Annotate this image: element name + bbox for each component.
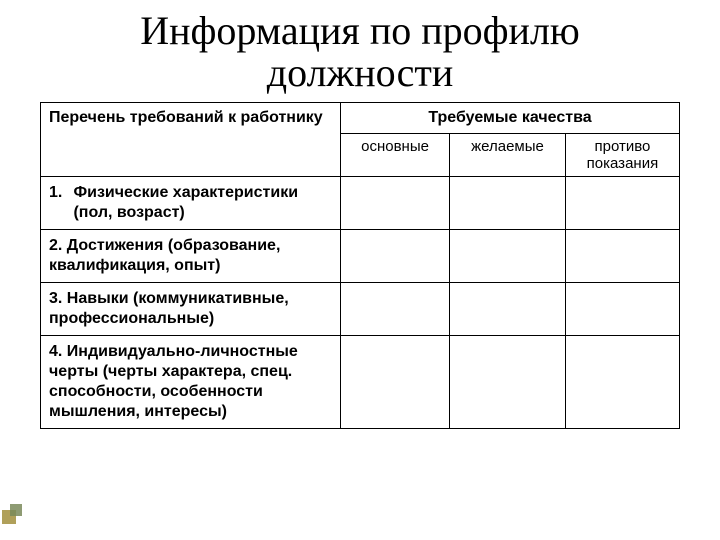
table-row: 1. Физические характеристики (пол, возра… — [41, 177, 680, 230]
subheader-desired: желаемые — [450, 134, 566, 177]
row-number: 2. — [49, 237, 62, 254]
cell-desired — [450, 230, 566, 283]
cell-contra — [565, 336, 679, 429]
cell-contra — [565, 177, 679, 230]
cell-main — [341, 177, 450, 230]
title-line-1: Информация по профилю — [0, 10, 720, 52]
cell-main — [341, 283, 450, 336]
table-header-row: Перечень требований к работнику Требуемы… — [41, 103, 680, 134]
cell-main — [341, 336, 450, 429]
table-row: 3. Навыки (коммуникативные, профессионал… — [41, 283, 680, 336]
slide-accent-icon — [0, 502, 24, 526]
table-row: 4. Индивидуально-личностные черты (черты… — [41, 336, 680, 429]
requirement-cell: 2. Достижения (образование, квалификация… — [41, 230, 341, 283]
header-requirements: Перечень требований к работнику — [41, 103, 341, 177]
cell-desired — [450, 283, 566, 336]
profile-table: Перечень требований к работнику Требуемы… — [40, 102, 680, 429]
row-text: Достижения (образование, квалификация, о… — [49, 237, 280, 274]
requirement-cell: 4. Индивидуально-личностные черты (черты… — [41, 336, 341, 429]
cell-contra — [565, 230, 679, 283]
title-line-2: должности — [0, 52, 720, 94]
header-qualities-group: Требуемые качества — [341, 103, 680, 134]
subheader-contra: противо показания — [565, 134, 679, 177]
row-number: 4. — [49, 343, 62, 360]
row-number: 3. — [49, 290, 62, 307]
subheader-main: основные — [341, 134, 450, 177]
row-text: Индивидуально-личностные черты (черты ха… — [49, 343, 298, 420]
row-text: Навыки (коммуникативные, профессиональны… — [49, 290, 289, 327]
cell-desired — [450, 177, 566, 230]
table-row: 2. Достижения (образование, квалификация… — [41, 230, 680, 283]
cell-contra — [565, 283, 679, 336]
row-text: Физические характеристики (пол, возраст) — [73, 183, 328, 223]
row-number: 1. — [49, 183, 69, 203]
cell-main — [341, 230, 450, 283]
slide-title: Информация по профилю должности — [0, 0, 720, 102]
requirement-cell: 3. Навыки (коммуникативные, профессионал… — [41, 283, 341, 336]
cell-desired — [450, 336, 566, 429]
requirement-cell: 1. Физические характеристики (пол, возра… — [41, 177, 341, 230]
